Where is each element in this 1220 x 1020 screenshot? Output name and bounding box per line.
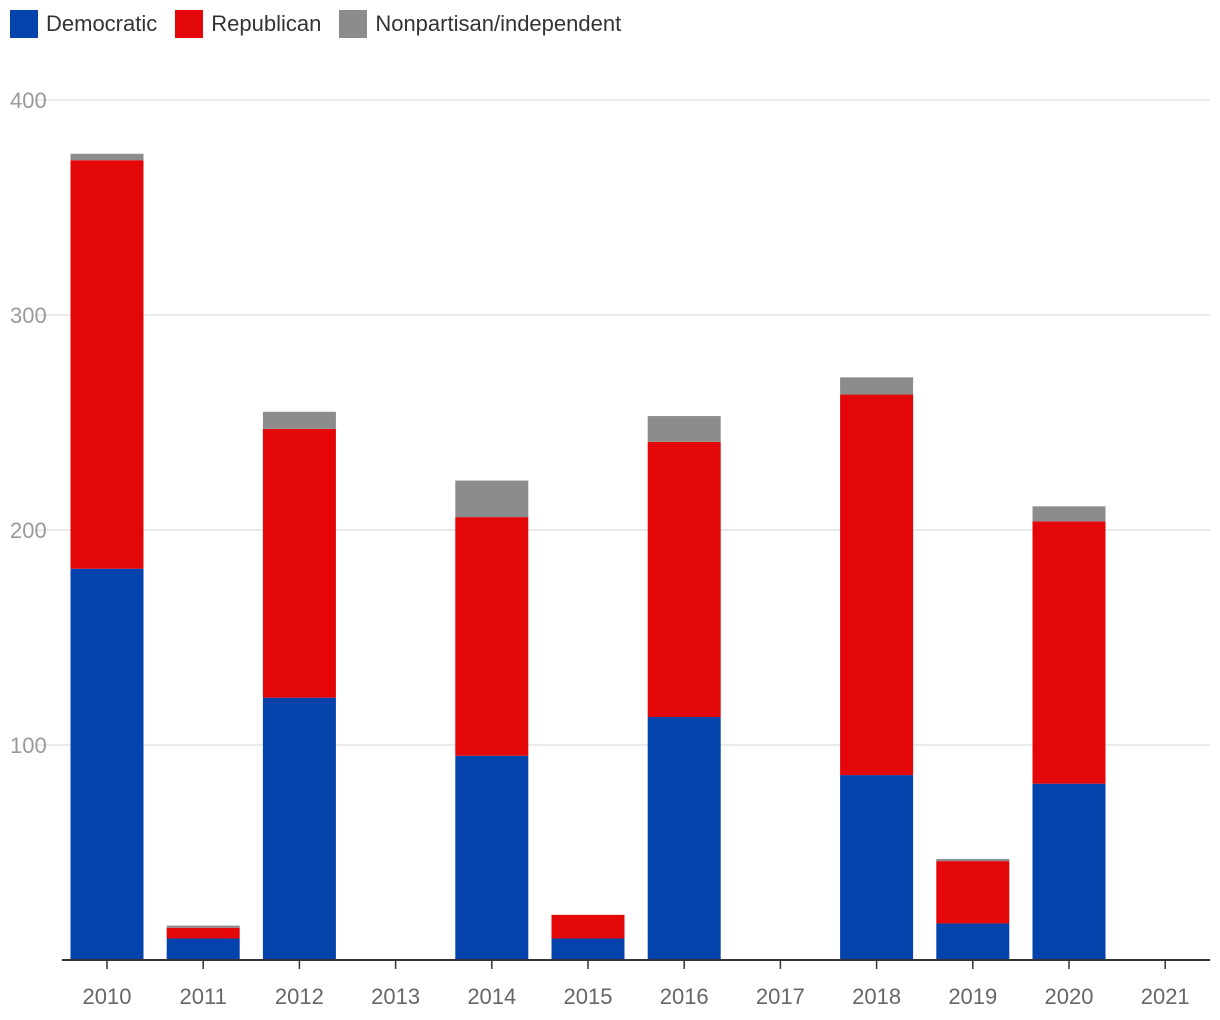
x-tick-label-2015: 2015	[564, 984, 613, 1009]
legend: Democratic Republican Nonpartisan/indepe…	[10, 10, 639, 38]
bar-2010-republican	[70, 160, 144, 569]
bar-2019-republican	[936, 861, 1010, 924]
bars	[70, 153, 1106, 960]
bar-2015-democratic	[551, 938, 625, 960]
bar-2019-nonpartisan-independent	[936, 858, 1010, 862]
bar-2016-republican	[647, 441, 721, 718]
y-tick-labels: 100 200 300 400	[10, 88, 47, 758]
bar-2016-democratic	[647, 717, 721, 960]
x-tick-labels: 2010 2011 2012 2013 2014 2015 2016 2017 2018 2019…	[83, 984, 1190, 1009]
x-axis	[62, 959, 1210, 969]
x-tick-label-2016: 2016	[660, 984, 709, 1009]
gridlines	[36, 99, 1210, 746]
x-tick-label-2019: 2019	[948, 984, 997, 1009]
bar-2011-democratic	[166, 938, 240, 960]
bar-2012-nonpartisan-independent	[262, 411, 336, 429]
legend-label-republican: Republican	[211, 11, 322, 36]
legend-swatch-democratic	[10, 10, 38, 38]
bar-2015-republican	[551, 914, 625, 939]
y-tick-label: 100	[10, 733, 47, 758]
bar-2018-democratic	[840, 775, 914, 960]
bar-2020-democratic	[1032, 783, 1106, 960]
x-tick-label-2017: 2017	[756, 984, 805, 1009]
bar-2016-nonpartisan-independent	[647, 416, 721, 442]
legend-swatch-republican	[175, 10, 204, 38]
bar-2010-nonpartisan-independent	[70, 153, 144, 161]
legend-item-democratic: Democratic	[10, 10, 157, 38]
bar-2011-nonpartisan-independent	[166, 925, 240, 928]
bar-2014-democratic	[455, 755, 529, 960]
x-tick-label-2013: 2013	[371, 984, 420, 1009]
bar-2011-republican	[166, 927, 240, 939]
bar-2018-republican	[840, 394, 914, 776]
bar-2019-democratic	[936, 923, 1010, 960]
y-tick-label: 400	[10, 88, 47, 113]
legend-item-republican: Republican	[175, 10, 321, 38]
x-tick-label-2020: 2020	[1045, 984, 1094, 1009]
bar-2010-democratic	[70, 568, 144, 960]
x-tick-label-2021: 2021	[1141, 984, 1190, 1009]
legend-label-democratic: Democratic	[46, 11, 158, 36]
bar-2012-democratic	[262, 697, 336, 960]
legend-label-nonpartisan: Nonpartisan/independent	[375, 11, 622, 36]
legend-item-nonpartisan: Nonpartisan/independent	[339, 10, 621, 38]
bar-2014-republican	[455, 517, 529, 756]
bar-2020-republican	[1032, 521, 1106, 784]
bar-2012-republican	[262, 428, 336, 698]
x-tick-label-2012: 2012	[275, 984, 324, 1009]
y-tick-label: 300	[10, 303, 47, 328]
bar-2018-nonpartisan-independent	[840, 377, 914, 395]
bar-2020-nonpartisan-independent	[1032, 506, 1106, 522]
x-tick-label-2018: 2018	[852, 984, 901, 1009]
legend-swatch-nonpartisan	[339, 10, 368, 38]
x-tick-label-2010: 2010	[83, 984, 132, 1009]
x-tick-label-2014: 2014	[467, 984, 516, 1009]
bar-2014-nonpartisan-independent	[455, 480, 529, 518]
y-tick-label: 200	[10, 518, 47, 543]
x-tick-label-2011: 2011	[180, 984, 227, 1009]
